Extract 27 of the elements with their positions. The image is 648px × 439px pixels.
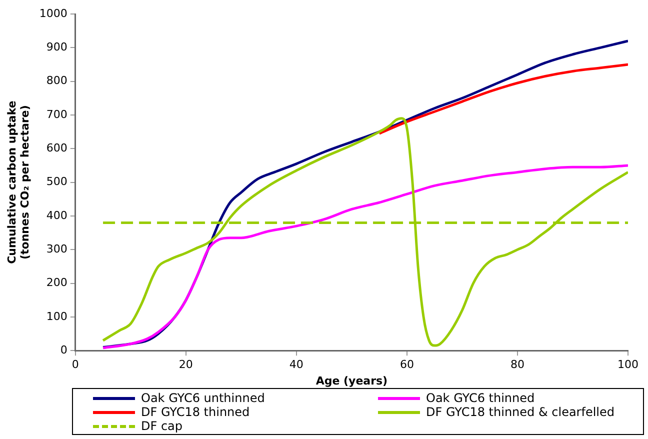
y-tick-label: 1000	[39, 6, 68, 20]
legend-label: Oak GYC6 thinned	[426, 391, 535, 405]
line-series	[102, 164, 628, 350]
legend-label: DF GYC18 thinned & clearfelled	[426, 405, 615, 419]
y-tick-label: 100	[46, 310, 68, 323]
legend-label: DF GYC18 thinned	[141, 405, 250, 419]
y-tick-label: 600	[46, 142, 68, 154]
y-axis-title: Cumulative carbon uptake (tonnes CO₂ per hectare)	[5, 100, 32, 264]
legend-label: DF cap	[141, 419, 183, 433]
y-tick-label: 700	[46, 108, 68, 121]
line-series	[102, 117, 628, 347]
y-tick-label: 300	[46, 242, 68, 256]
x-tick-label: 80	[510, 358, 524, 372]
y-tick-label: 400	[46, 208, 68, 222]
x-tick-label: 40	[289, 358, 304, 372]
line-series	[378, 63, 628, 135]
y-tick-label: 200	[46, 276, 68, 290]
x-tick-label: 100	[618, 358, 638, 372]
x-axis-title: Age (years)	[316, 374, 388, 388]
x-tick-label: 60	[400, 358, 414, 372]
y-tick-label: 500	[46, 175, 68, 188]
legend-label: Oak GYC6 unthinned	[141, 391, 265, 405]
y-tick-label: 800	[46, 74, 68, 88]
y-tick-label: 0	[60, 343, 68, 356]
x-tick-label: 20	[178, 358, 193, 372]
y-tick-label: 900	[46, 40, 68, 54]
x-tick-label: 0	[72, 358, 79, 372]
